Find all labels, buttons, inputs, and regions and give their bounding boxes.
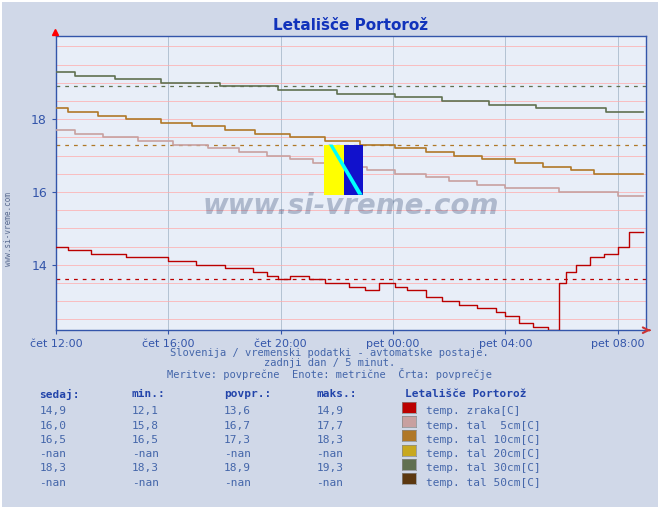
Bar <box>324 145 343 195</box>
Text: www.si-vreme.com: www.si-vreme.com <box>203 193 499 220</box>
Text: 18,3: 18,3 <box>132 463 159 473</box>
Text: temp. tal 10cm[C]: temp. tal 10cm[C] <box>426 435 541 445</box>
Text: -nan: -nan <box>132 449 159 459</box>
Text: www.si-vreme.com: www.si-vreme.com <box>4 192 13 266</box>
Text: 14,9: 14,9 <box>40 406 67 417</box>
Text: maks.:: maks.: <box>316 389 357 399</box>
Text: -nan: -nan <box>40 449 67 459</box>
Text: 16,5: 16,5 <box>132 435 159 445</box>
Text: 19,3: 19,3 <box>316 463 343 473</box>
Text: temp. tal 20cm[C]: temp. tal 20cm[C] <box>426 449 541 459</box>
Text: 18,3: 18,3 <box>40 463 67 473</box>
Text: Letališče Portorož: Letališče Portorož <box>405 389 527 399</box>
Text: temp. tal  5cm[C]: temp. tal 5cm[C] <box>426 421 541 431</box>
Text: 15,8: 15,8 <box>132 421 159 431</box>
Text: 17,7: 17,7 <box>316 421 343 431</box>
Text: -nan: -nan <box>316 449 343 459</box>
Text: -nan: -nan <box>316 478 343 488</box>
Title: Letališče Portorož: Letališče Portorož <box>273 18 428 33</box>
Text: 16,0: 16,0 <box>40 421 67 431</box>
Text: 18,9: 18,9 <box>224 463 251 473</box>
Text: 16,7: 16,7 <box>224 421 251 431</box>
Text: temp. tal 30cm[C]: temp. tal 30cm[C] <box>426 463 541 473</box>
Text: min.:: min.: <box>132 389 165 399</box>
Text: -nan: -nan <box>132 478 159 488</box>
Text: -nan: -nan <box>224 449 251 459</box>
Text: povpr.:: povpr.: <box>224 389 272 399</box>
Text: -nan: -nan <box>224 478 251 488</box>
Text: -nan: -nan <box>40 478 67 488</box>
Text: Slovenija / vremenski podatki - avtomatske postaje.: Slovenija / vremenski podatki - avtomats… <box>170 348 489 358</box>
Text: temp. tal 50cm[C]: temp. tal 50cm[C] <box>426 478 541 488</box>
Text: 13,6: 13,6 <box>224 406 251 417</box>
Text: sedaj:: sedaj: <box>40 389 80 400</box>
Text: 14,9: 14,9 <box>316 406 343 417</box>
Polygon shape <box>329 145 362 195</box>
Text: zadnji dan / 5 minut.: zadnji dan / 5 minut. <box>264 358 395 368</box>
Bar <box>343 145 362 195</box>
Text: Meritve: povprečne  Enote: metrične  Črta: povprečje: Meritve: povprečne Enote: metrične Črta:… <box>167 368 492 380</box>
Text: 18,3: 18,3 <box>316 435 343 445</box>
Text: 12,1: 12,1 <box>132 406 159 417</box>
Text: 16,5: 16,5 <box>40 435 67 445</box>
Text: 17,3: 17,3 <box>224 435 251 445</box>
Text: temp. zraka[C]: temp. zraka[C] <box>426 406 521 417</box>
